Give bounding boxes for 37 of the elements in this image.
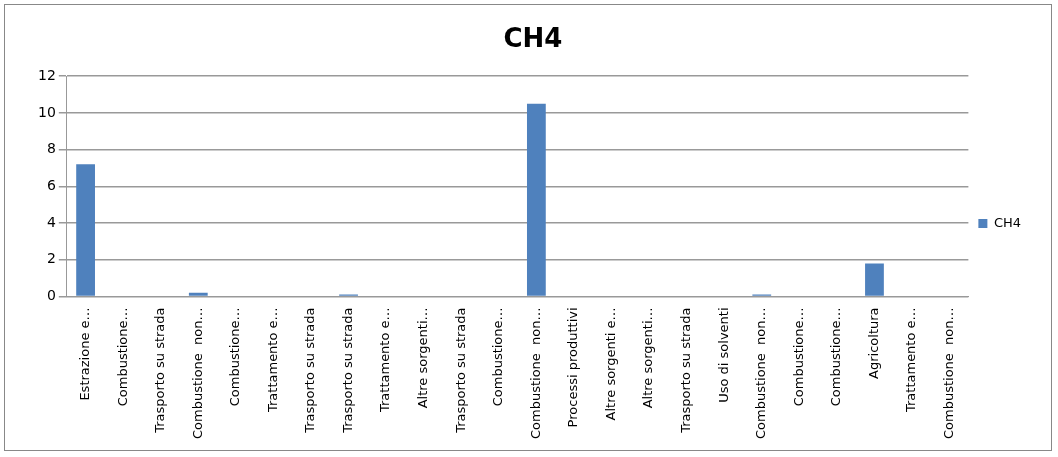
- y-tick-label: 12: [37, 66, 56, 83]
- x-tick-label: Combustione non…: [753, 307, 769, 440]
- x-tick-label: Altre sorgenti…: [640, 307, 656, 409]
- legend-label: CH4: [993, 214, 1021, 230]
- y-tick-label: 2: [46, 250, 56, 267]
- x-tick-label: Combustione…: [114, 307, 130, 407]
- y-tick-label: 6: [46, 176, 56, 193]
- y-tick-label: 0: [46, 287, 56, 304]
- x-tick-label: Trattamento e…: [264, 307, 280, 414]
- x-tick-label: Combustione…: [790, 307, 806, 407]
- x-tick-label: Trasporto su strada: [302, 307, 318, 434]
- x-tick-label: Trasporto su strada: [678, 307, 694, 434]
- bar: [188, 292, 208, 296]
- bar: [76, 164, 95, 296]
- x-tick-label: Processi produttivi: [565, 307, 581, 428]
- y-tick-label: 10: [37, 103, 56, 120]
- x-tick-label: Estrazione e…: [76, 307, 92, 401]
- x-tick-label: Trasporto su strada: [452, 307, 468, 434]
- x-tick-label: Agricoltura: [865, 307, 881, 379]
- x-tick-label: Combustione…: [490, 307, 506, 407]
- x-tick-label: Trattamento e…: [903, 307, 919, 414]
- x-tick-label: Trasporto su strada: [339, 307, 355, 434]
- x-tick-label: Altre sorgenti…: [415, 307, 431, 409]
- x-tick-label: Trattamento e…: [377, 307, 393, 414]
- x-tick-label: Combustione non…: [189, 307, 205, 440]
- x-tick-label: Combustione…: [828, 307, 844, 407]
- y-tick-label: 8: [46, 140, 56, 157]
- bar: [526, 103, 546, 296]
- bar: [865, 263, 884, 296]
- x-tick-label: Combustione…: [227, 307, 243, 407]
- x-tick-label: Combustione non…: [940, 307, 956, 440]
- x-tick-label: Altre sorgenti e…: [602, 307, 618, 421]
- x-tick-label: Trasporto su strada: [152, 307, 168, 434]
- x-tick-label: Uso di solventi: [715, 307, 731, 403]
- chart-title: CH4: [503, 23, 563, 54]
- x-tick-label: Combustione non…: [527, 307, 543, 440]
- y-tick-label: 4: [46, 213, 56, 230]
